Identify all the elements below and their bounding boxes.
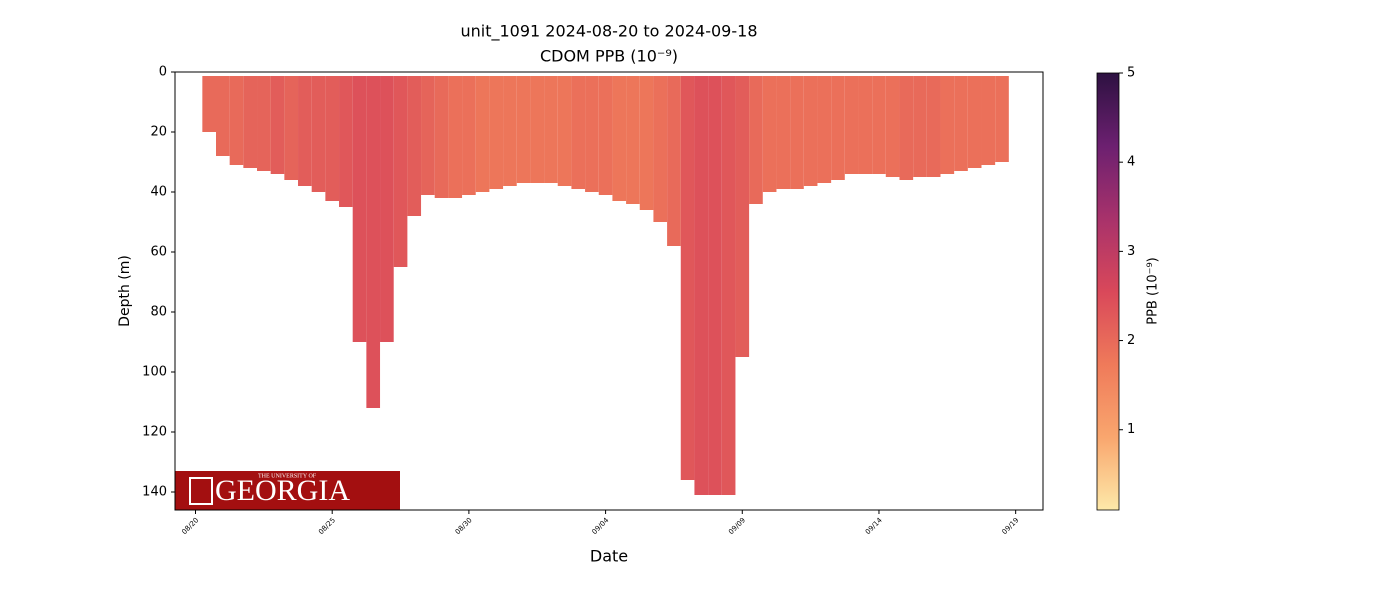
profile-column [434,76,449,198]
profile-column [298,76,312,186]
profile-column [530,76,545,183]
profile-column [202,76,217,132]
x-tick-label: 08/30 [454,516,474,536]
profile-column [462,76,476,195]
profile-column [858,76,873,174]
profile-column [653,76,668,222]
x-tick-label: 08/25 [317,516,337,536]
chart-subtitle: CDOM PPB (10⁻⁹) [540,47,678,66]
x-tick-label: 09/19 [1001,516,1021,536]
profile-column [762,76,777,192]
y-tick-label: 140 [142,485,167,500]
profile-column [872,76,886,174]
profile-column [831,76,845,180]
profile-column [926,76,941,177]
profile-column [489,76,504,189]
profile-column [995,76,1009,162]
profile-column [749,76,763,204]
profile-column [270,76,285,174]
profile-column [680,76,695,480]
x-axis-label: Date [590,547,628,566]
profile-column [216,76,230,156]
profile-column [981,76,996,165]
profile-column [571,76,586,189]
profile-column [885,76,900,177]
profile-column [284,76,299,180]
profile-column [448,76,463,198]
profile-column [421,76,435,195]
colorbar-label: PPB (10⁻⁹) [1146,257,1161,325]
colorbar-tick-label: 3 [1127,244,1135,259]
profile-column [803,76,818,186]
profile-column [544,76,558,183]
y-tick-label: 40 [150,185,167,200]
profile-column [366,76,381,408]
profile-column [229,76,244,165]
profile-column [352,76,367,342]
colorbar-tick-label: 5 [1127,66,1135,81]
profile-column [735,76,750,357]
profile-column [844,76,859,174]
profile-column [598,76,613,195]
profile-column [667,76,681,246]
chart-title: unit_1091 2024-08-20 to 2024-09-18 [460,22,757,42]
profile-column [954,76,968,171]
x-tick-label: 09/04 [590,516,610,536]
profile-column [243,76,258,168]
plot-area [202,76,1009,495]
profile-column [585,76,599,192]
plot-frame [174,71,1044,511]
profile-column [940,76,955,174]
profile-column [557,76,572,186]
profile-column [694,76,709,495]
profile-column [612,76,627,201]
profile-column [516,76,531,183]
logo-arch [189,477,213,505]
profile-column [776,76,791,189]
logo-line2: GEORGIA [215,474,350,507]
y-tick-label: 80 [150,305,167,320]
profile-column [257,76,271,171]
y-tick-label: 60 [150,245,167,260]
profile-column [380,76,394,342]
profile-column [790,76,804,189]
x-tick-label: 09/14 [864,516,884,536]
profile-column [339,76,353,207]
profile-column [817,76,832,183]
y-tick-label: 20 [150,125,167,140]
y-tick-label: 0 [159,65,167,80]
profile-column [708,76,722,495]
colorbar-tick-label: 2 [1127,333,1135,348]
profile-column [913,76,927,177]
y-tick-label: 100 [142,365,167,380]
logo-line1: THE UNIVERSITY OF [258,473,317,479]
colorbar-tick-label: 4 [1127,155,1135,170]
x-tick-label: 09/09 [727,516,747,536]
y-tick-label: 120 [142,425,167,440]
profile-column [639,76,654,210]
profile-column [967,76,982,168]
profile-column [626,76,640,204]
profile-column [325,76,340,201]
profile-column [311,76,326,192]
colorbar-tick-label: 1 [1127,422,1135,437]
colorbar [1096,72,1120,511]
profile-column [393,76,408,267]
x-tick-label: 08/20 [180,516,200,536]
y-axis-label: Depth (m) [117,255,133,327]
profile-column [407,76,422,216]
profile-column [503,76,517,186]
profile-column [721,76,736,495]
profile-column [475,76,490,192]
profile-column [899,76,914,180]
